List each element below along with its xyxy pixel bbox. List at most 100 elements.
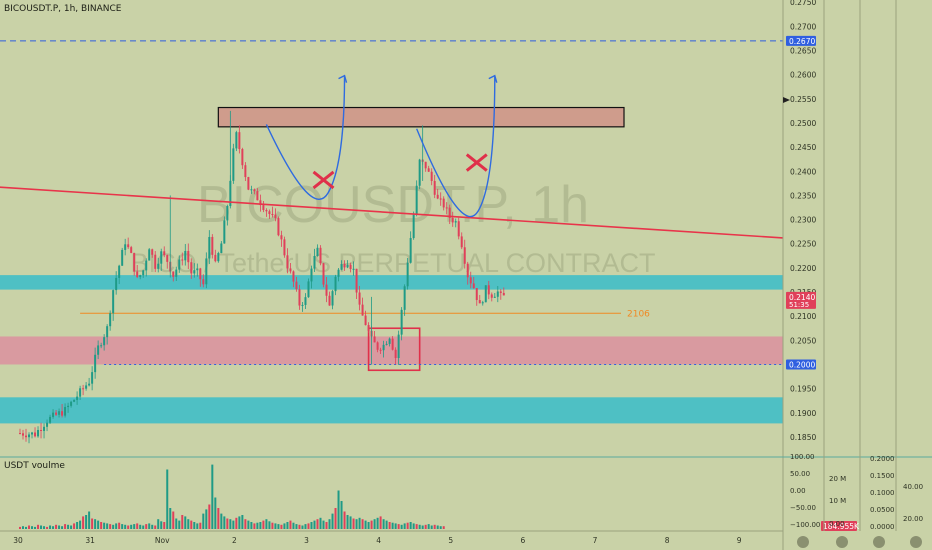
candle-body: [379, 349, 382, 351]
panel-settings-icon-3[interactable]: [873, 536, 885, 548]
candle-body: [313, 256, 316, 269]
volume-bar: [325, 522, 328, 529]
side-scale-label: 0.2000: [870, 455, 895, 463]
candle-body: [319, 247, 322, 264]
candle-body: [502, 292, 505, 296]
candle-body: [64, 407, 67, 416]
candle-body: [463, 247, 466, 264]
candle-body: [247, 177, 250, 190]
candle-body: [436, 194, 439, 199]
volume-bar: [172, 511, 175, 529]
volume-bar: [142, 525, 145, 529]
candle-body: [28, 434, 31, 438]
volume-bar: [214, 497, 217, 529]
volume-bar: [259, 522, 262, 529]
candle-body: [193, 270, 196, 274]
candle-body: [19, 433, 21, 435]
projection-arrowhead-1: [338, 74, 348, 83]
candle-body: [352, 268, 355, 270]
volume-bar: [373, 519, 376, 529]
volume-bar: [274, 523, 277, 529]
volume-bar: [100, 522, 103, 529]
volume-bar: [406, 522, 409, 529]
volume-bar: [433, 524, 436, 529]
volume-bar: [139, 524, 142, 529]
volume-bar: [85, 515, 88, 529]
candle-body: [259, 200, 262, 206]
candle-body: [190, 262, 193, 274]
candle-body: [133, 252, 136, 272]
candle-body: [76, 396, 79, 400]
candle-body: [427, 168, 430, 172]
time-tick-label: 5: [448, 536, 453, 545]
candle-body: [403, 286, 406, 310]
time-tick-label: 4: [376, 536, 381, 545]
volume-bar: [169, 508, 172, 529]
volume-bar: [205, 509, 208, 529]
candle-body: [82, 388, 85, 390]
candle-body: [103, 337, 106, 346]
candle-body: [487, 285, 490, 295]
price-axis[interactable]: 0.2750 0.2700 0.2650 0.2600 0.2550 0.2500 0.24…: [782, 0, 816, 550]
volume-bar: [232, 520, 235, 529]
volume-bar: [82, 516, 85, 529]
panel-settings-icon-2[interactable]: [836, 536, 848, 548]
price-tick-label: 0.2050: [790, 336, 816, 345]
candle-body: [91, 372, 94, 384]
candle-body: [481, 302, 484, 304]
candle-body: [73, 399, 76, 402]
volume-pane-title: USDT voulme: [4, 461, 65, 471]
candle-body: [58, 411, 61, 415]
candle-body: [109, 313, 112, 327]
volume-bar: [346, 515, 349, 529]
volume-bar: [331, 513, 334, 529]
candle-body: [250, 189, 253, 191]
candle-body: [343, 264, 346, 268]
candle-body: [400, 309, 403, 335]
candle-body: [265, 209, 268, 212]
volume-bar: [394, 523, 397, 529]
candle-body: [55, 412, 58, 415]
volume-bar: [91, 518, 94, 529]
volume-bar: [352, 518, 355, 529]
candle-body: [163, 251, 166, 256]
volume-bar: [250, 522, 253, 529]
candle-body: [79, 388, 82, 397]
volume-bar: [52, 526, 55, 529]
volume-bar: [442, 526, 445, 529]
candle-body: [43, 426, 46, 431]
volume-bar: [364, 520, 367, 529]
candle-body: [448, 207, 451, 218]
volume-axis-label: −50.00: [790, 504, 816, 512]
volume-bar: [244, 519, 247, 529]
candle-body: [391, 338, 394, 350]
volume-bar: [94, 519, 97, 529]
candle-body: [202, 279, 205, 285]
projection-arrowhead-2: [488, 74, 498, 83]
volume-axis-label: 0.00: [790, 487, 806, 495]
volume-bar: [55, 524, 58, 529]
volume-bar: [160, 521, 163, 529]
volume-bar: [184, 516, 187, 529]
volume-bar: [76, 522, 79, 529]
candle-body: [328, 295, 331, 306]
volume-bar: [238, 516, 241, 529]
candle-body: [46, 422, 49, 427]
candle-body: [361, 304, 364, 316]
volume-bar: [166, 469, 169, 529]
candle-body: [337, 269, 340, 277]
candle-body: [346, 264, 349, 268]
volume-bar: [97, 520, 100, 529]
price-tick-label: 0.2100: [790, 312, 816, 321]
candle-body: [340, 264, 343, 270]
candle-body: [367, 325, 370, 331]
panel-settings-icon-4[interactable]: [910, 536, 922, 548]
panel-settings-icon-1[interactable]: [797, 536, 809, 548]
time-tick-label: 8: [665, 536, 670, 545]
time-axis[interactable]: 30 31 Nov 2 3 4 5 6 7 8 9: [0, 530, 783, 545]
drawings: [0, 74, 784, 239]
price-tick-label: 0.2750: [790, 0, 816, 7]
volume-bar: [397, 524, 400, 529]
candle-body: [358, 292, 361, 305]
